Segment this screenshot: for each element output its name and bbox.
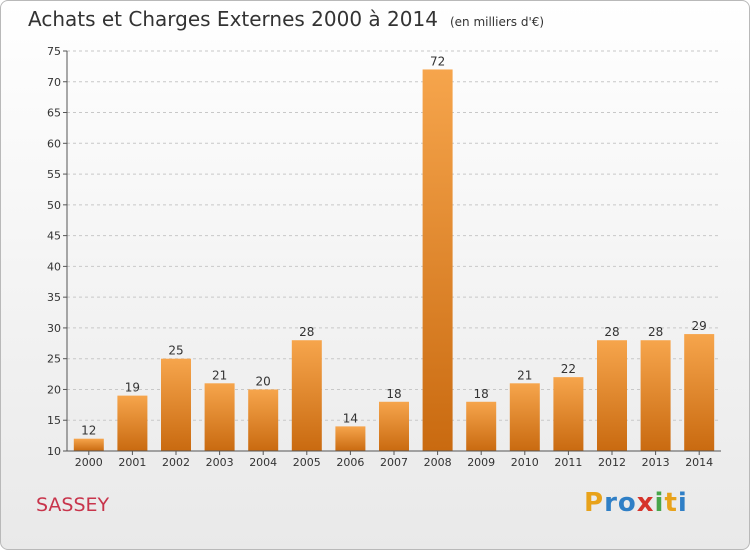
bar-2014 <box>684 334 715 451</box>
value-label-2006: 14 <box>343 411 358 425</box>
y-tick-label-10: 10 <box>47 445 61 458</box>
x-tick-label-2011: 2011 <box>554 456 582 469</box>
y-tick-label-50: 50 <box>47 199 61 212</box>
y-tick-label-30: 30 <box>47 322 61 335</box>
proxiti-logo: Proxiti <box>584 488 688 518</box>
value-label-2000: 12 <box>81 424 96 438</box>
x-tick-label-2009: 2009 <box>467 456 495 469</box>
bars: 12 19 25 21 20 28 14 18 72 18 21 22 28 28 29 <box>73 54 715 451</box>
y-tick-label-55: 55 <box>47 168 61 181</box>
y-tick-label-40: 40 <box>47 260 61 273</box>
x-tick-label-2005: 2005 <box>293 456 321 469</box>
logo-letter: o <box>617 488 637 518</box>
y-tick-label-70: 70 <box>47 76 61 89</box>
x-tick-label-2004: 2004 <box>249 456 277 469</box>
x-tick-label-2002: 2002 <box>162 456 190 469</box>
x-tick-label-2008: 2008 <box>424 456 452 469</box>
value-label-2008: 72 <box>430 54 445 68</box>
y-tick-label-20: 20 <box>47 383 61 396</box>
x-tick-label-2006: 2006 <box>336 456 364 469</box>
chart-subtitle: (en milliers d'€) <box>449 15 545 29</box>
value-label-2014: 29 <box>692 319 707 333</box>
value-label-2004: 20 <box>256 374 271 388</box>
value-label-2005: 28 <box>299 325 314 339</box>
bar-2013 <box>640 340 671 451</box>
bar-2008 <box>422 69 453 451</box>
value-label-2001: 19 <box>125 381 140 395</box>
logo-letter: i <box>677 488 688 518</box>
value-label-2007: 18 <box>386 387 401 401</box>
value-label-2009: 18 <box>474 387 489 401</box>
value-label-2010: 21 <box>517 368 532 382</box>
logo-letter: x <box>636 488 655 518</box>
x-tick-label-2012: 2012 <box>598 456 626 469</box>
x-tick-label-2010: 2010 <box>511 456 539 469</box>
y-tick-label-75: 75 <box>47 45 61 58</box>
value-label-2013: 28 <box>648 325 663 339</box>
logo-letter: t <box>664 488 678 518</box>
x-tick-label-2014: 2014 <box>685 456 713 469</box>
value-label-2012: 28 <box>604 325 619 339</box>
chart-title: Achats et Charges Externes 2000 à 2014 (e… <box>28 7 544 31</box>
y-tick-label-25: 25 <box>47 353 61 366</box>
y-tick-label-45: 45 <box>47 230 61 243</box>
bar-2005 <box>291 340 322 451</box>
bar-2002 <box>161 358 191 451</box>
chart-title-text: Achats et Charges Externes 2000 à 2014 <box>28 7 438 31</box>
x-tick-label-2000: 2000 <box>75 456 103 469</box>
x-tick-label-2003: 2003 <box>206 456 234 469</box>
bar-2000 <box>73 438 104 451</box>
bar-2010 <box>509 383 540 451</box>
bar-2003 <box>204 383 235 451</box>
logo-letter: r <box>604 488 618 518</box>
y-tick-label-15: 15 <box>47 414 61 427</box>
y-tick-label-35: 35 <box>47 291 61 304</box>
x-tick-label-2007: 2007 <box>380 456 408 469</box>
x-tick-label-2013: 2013 <box>642 456 670 469</box>
bar-2012 <box>597 340 627 451</box>
town-name: SASSEY <box>36 494 110 516</box>
logo-letter: i <box>654 488 665 518</box>
logo-letter: P <box>584 488 605 518</box>
y-tick-label-60: 60 <box>47 137 61 150</box>
axes: 10 15 20 25 30 35 40 45 50 55 60 65 70 75 2000 2001 2002… <box>47 45 721 469</box>
bar-2004 <box>248 389 279 451</box>
value-label-2003: 21 <box>212 368 227 382</box>
bar-2011 <box>553 377 584 451</box>
y-tick-label-65: 65 <box>47 107 61 120</box>
value-label-2011: 22 <box>561 362 576 376</box>
value-label-2002: 25 <box>168 344 183 358</box>
x-tick-label-2001: 2001 <box>118 456 146 469</box>
bar-2007 <box>379 401 409 451</box>
bar-2006 <box>335 426 366 451</box>
bar-2009 <box>466 401 497 451</box>
bar-2001 <box>117 395 148 451</box>
